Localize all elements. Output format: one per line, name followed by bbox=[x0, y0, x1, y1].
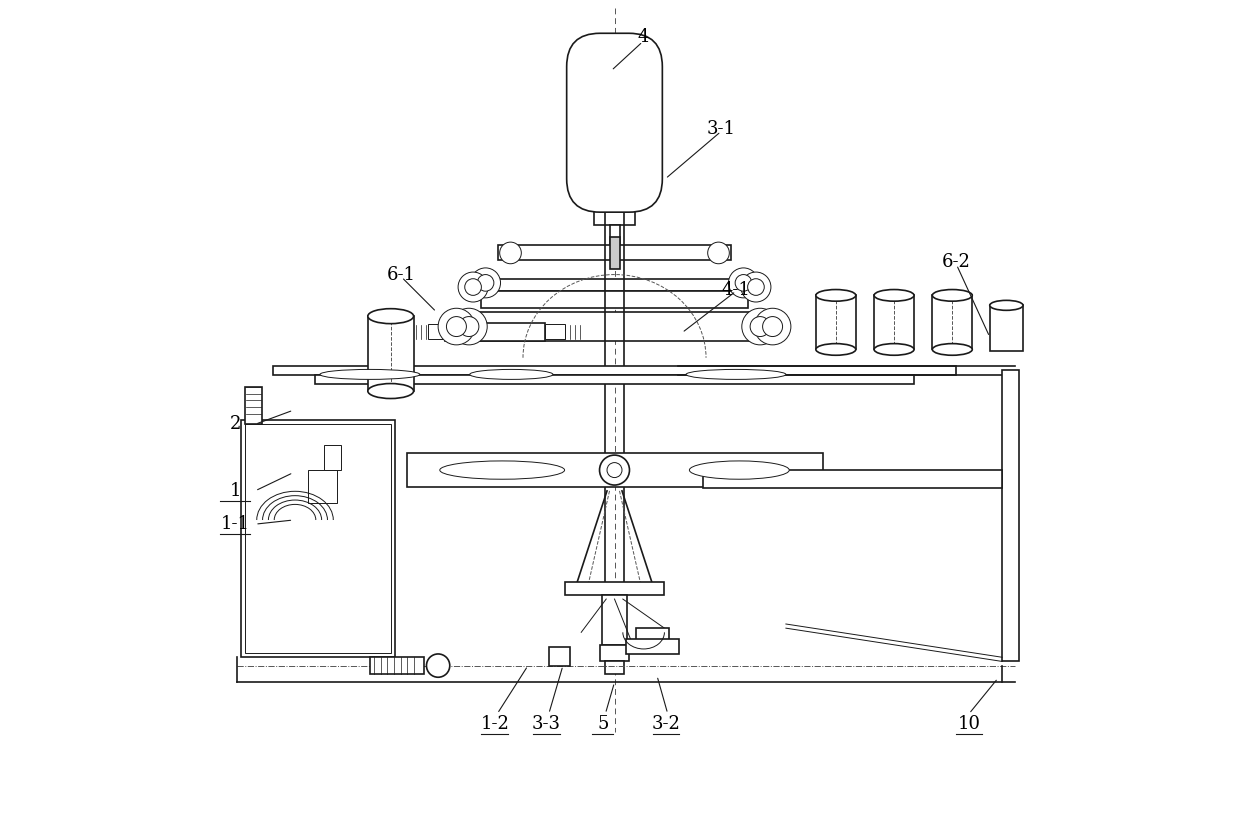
Bar bbox=[703, 470, 1002, 488]
Text: 4-1: 4-1 bbox=[721, 280, 751, 299]
Bar bbox=[449, 312, 781, 341]
Circle shape bbox=[735, 275, 752, 291]
Bar bbox=[445, 323, 545, 341]
Text: 1-1: 1-1 bbox=[221, 515, 249, 533]
Bar bbox=[245, 387, 261, 424]
Circle shape bbox=[729, 268, 758, 298]
Bar bbox=[873, 295, 914, 349]
Bar bbox=[482, 291, 747, 308]
Circle shape bbox=[741, 272, 771, 302]
Ellipse shape bbox=[320, 369, 420, 379]
Ellipse shape bbox=[932, 290, 973, 301]
Text: 5: 5 bbox=[597, 715, 608, 733]
Ellipse shape bbox=[470, 369, 553, 379]
Ellipse shape bbox=[815, 290, 856, 301]
Circle shape bbox=[451, 308, 487, 344]
Bar bbox=[429, 324, 446, 339]
Bar bbox=[325, 445, 341, 470]
Circle shape bbox=[499, 242, 522, 264]
Text: 6-1: 6-1 bbox=[387, 265, 416, 284]
Text: 1: 1 bbox=[229, 482, 240, 500]
Text: 3-1: 3-1 bbox=[706, 120, 736, 138]
Circle shape bbox=[446, 316, 466, 336]
Bar bbox=[315, 375, 914, 384]
Ellipse shape bbox=[689, 461, 789, 479]
Bar bbox=[610, 237, 620, 269]
Text: 6-2: 6-2 bbox=[942, 253, 971, 271]
Circle shape bbox=[742, 308, 778, 344]
Ellipse shape bbox=[990, 300, 1023, 310]
Ellipse shape bbox=[368, 309, 414, 324]
Circle shape bbox=[426, 654, 450, 677]
Bar bbox=[370, 657, 424, 674]
Bar bbox=[406, 453, 823, 487]
Ellipse shape bbox=[932, 344, 973, 355]
Circle shape bbox=[762, 316, 783, 336]
Circle shape bbox=[707, 242, 730, 264]
Bar bbox=[932, 295, 973, 349]
Bar bbox=[626, 639, 679, 654]
Bar bbox=[245, 424, 390, 653]
Circle shape bbox=[458, 316, 479, 336]
Circle shape bbox=[439, 308, 475, 344]
Bar bbox=[605, 661, 624, 674]
Text: 3-2: 3-2 bbox=[652, 715, 680, 733]
Ellipse shape bbox=[440, 461, 565, 479]
Bar bbox=[498, 245, 731, 260]
Bar bbox=[593, 196, 636, 225]
Ellipse shape bbox=[368, 384, 414, 399]
Bar bbox=[565, 582, 664, 595]
Text: 1-2: 1-2 bbox=[481, 715, 509, 733]
Bar bbox=[1002, 370, 1018, 661]
Bar bbox=[602, 595, 627, 645]
Circle shape bbox=[477, 275, 494, 291]
Bar bbox=[465, 279, 764, 291]
Text: 2: 2 bbox=[229, 415, 240, 433]
Bar bbox=[712, 248, 725, 258]
Ellipse shape bbox=[686, 369, 786, 379]
Circle shape bbox=[750, 316, 771, 336]
Circle shape bbox=[607, 463, 622, 478]
Bar bbox=[600, 645, 629, 661]
Bar bbox=[610, 225, 620, 258]
Circle shape bbox=[600, 455, 629, 485]
Text: 10: 10 bbox=[958, 715, 980, 733]
Circle shape bbox=[465, 279, 482, 295]
Ellipse shape bbox=[873, 290, 914, 301]
Ellipse shape bbox=[815, 344, 856, 355]
Bar bbox=[504, 248, 517, 258]
Bar bbox=[545, 324, 565, 339]
Bar bbox=[815, 295, 856, 349]
FancyBboxPatch shape bbox=[566, 33, 663, 212]
Text: 3-3: 3-3 bbox=[532, 715, 561, 733]
Bar bbox=[307, 470, 337, 503]
Circle shape bbox=[747, 279, 764, 295]
Bar bbox=[549, 647, 570, 666]
Bar bbox=[240, 420, 395, 657]
Bar bbox=[368, 316, 414, 391]
Text: 4: 4 bbox=[637, 28, 648, 47]
Circle shape bbox=[471, 268, 501, 298]
Circle shape bbox=[458, 272, 488, 302]
Bar bbox=[587, 71, 642, 154]
Bar bbox=[636, 628, 669, 653]
Circle shape bbox=[755, 308, 790, 344]
Bar bbox=[990, 305, 1023, 351]
Ellipse shape bbox=[873, 344, 914, 355]
Bar bbox=[274, 366, 955, 375]
